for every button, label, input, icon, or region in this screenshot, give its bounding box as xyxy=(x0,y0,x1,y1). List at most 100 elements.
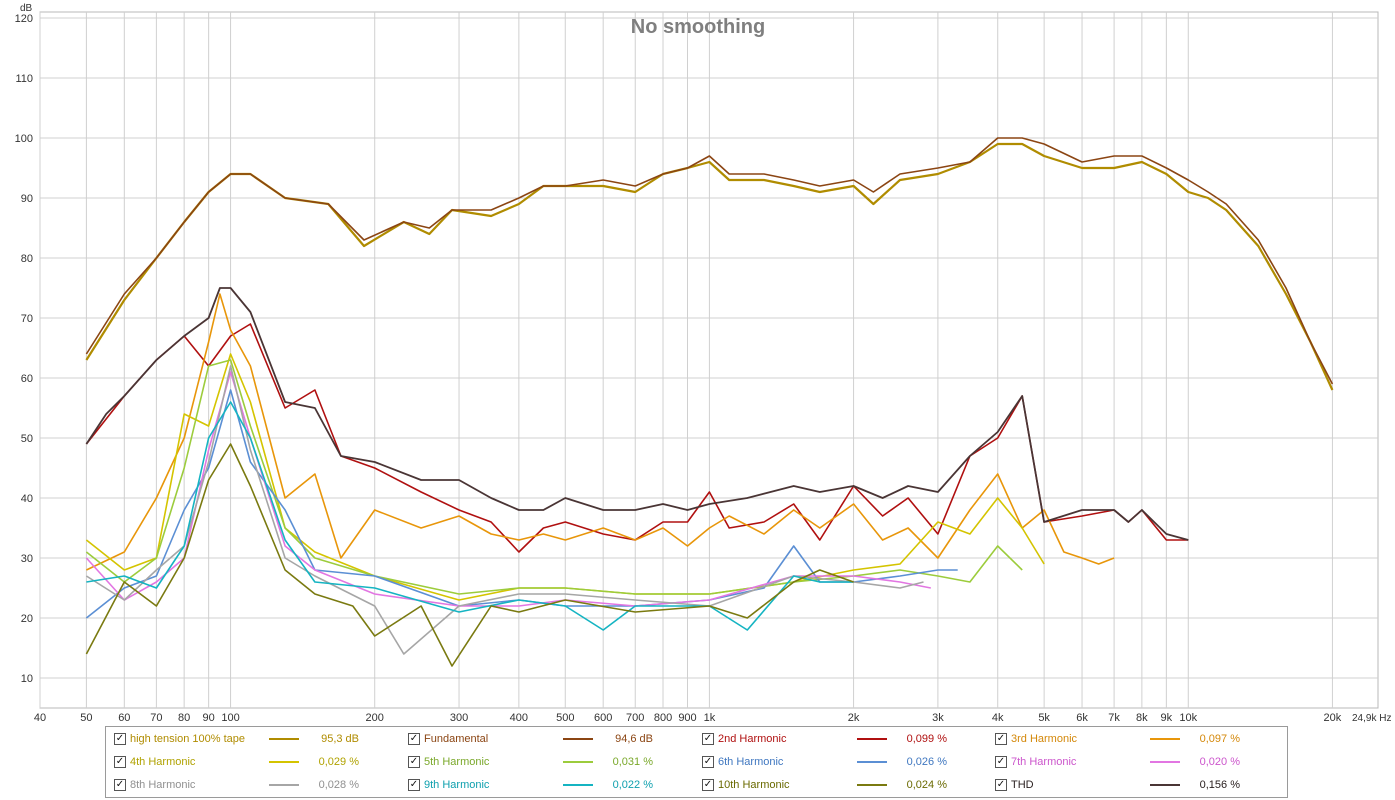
x-tick-label: 80 xyxy=(178,712,190,724)
legend-value: 0,029 % xyxy=(318,756,359,768)
legend-checkbox[interactable]: ✓ xyxy=(114,733,126,745)
x-tick-label: 800 xyxy=(654,712,672,724)
y-tick-label: 40 xyxy=(21,493,33,505)
legend-checkbox[interactable]: ✓ xyxy=(408,779,420,791)
y-tick-label: 110 xyxy=(15,73,33,85)
series-line-8th-harmonic xyxy=(85,365,924,655)
legend-swatch xyxy=(269,761,299,763)
x-tick-label: 7k xyxy=(1108,712,1120,724)
legend-swatch xyxy=(857,784,887,786)
legend-swatch xyxy=(269,738,299,740)
legend-value: 0,020 % xyxy=(1199,756,1240,768)
x-tick-label: 9k xyxy=(1161,712,1173,724)
legend-checkbox[interactable]: ✓ xyxy=(408,733,420,745)
legend-checkbox[interactable]: ✓ xyxy=(114,779,126,791)
legend-label: THD xyxy=(1011,779,1034,791)
x-tick-label: 90 xyxy=(203,712,215,724)
legend-checkbox[interactable]: ✓ xyxy=(114,756,126,768)
x-tick-label: 40 xyxy=(34,712,46,724)
series-line-thd xyxy=(85,287,1189,541)
legend-item-2nd-harmonic: ✓ 2nd Harmonic 0,099 % xyxy=(702,730,987,748)
legend-swatch xyxy=(269,784,299,786)
series-line-fundamental xyxy=(85,137,1334,385)
legend-checkbox[interactable]: ✓ xyxy=(702,733,714,745)
y-tick-label: 80 xyxy=(21,253,33,265)
x-tick-label: 500 xyxy=(556,712,574,724)
legend-swatch xyxy=(1150,738,1180,740)
y-tick-label: 50 xyxy=(21,433,33,445)
legend-value: 0,031 % xyxy=(612,756,653,768)
y-tick-label: 70 xyxy=(21,313,33,325)
legend-swatch xyxy=(1150,761,1180,763)
legend-swatch xyxy=(1150,784,1180,786)
frequency-response-plot[interactable]: 10 20 30 40 50 60 70 80 90 100 110 120 40 50 60 70 80 90… xyxy=(0,0,1395,724)
x-tick-label: 5k xyxy=(1038,712,1050,724)
x-tick-label: 8k xyxy=(1136,712,1148,724)
legend-checkbox[interactable]: ✓ xyxy=(995,756,1007,768)
x-tick-label: 700 xyxy=(626,712,644,724)
y-tick-label: 60 xyxy=(21,373,33,385)
legend-swatch xyxy=(563,761,593,763)
x-tick-label: 100 xyxy=(221,712,239,724)
legend-label: high tension 100% tape xyxy=(130,733,245,745)
y-tick-label: 30 xyxy=(21,553,33,565)
series-line-3rd-harmonic xyxy=(86,293,1115,571)
y-tick-label: 10 xyxy=(21,673,33,685)
series-line-10th-harmonic xyxy=(85,443,854,667)
y-tick-label: 20 xyxy=(21,613,33,625)
legend-swatch xyxy=(857,738,887,740)
chart-title: No smoothing xyxy=(631,16,765,38)
legend-item-8th-harmonic: ✓ 8th Harmonic 0,028 % xyxy=(114,776,399,794)
legend-item-5th-harmonic: ✓ 5th Harmonic 0,031 % xyxy=(408,753,693,771)
legend-swatch xyxy=(857,761,887,763)
legend-label: 7th Harmonic xyxy=(1011,756,1077,768)
legend-item-9th-harmonic: ✓ 9th Harmonic 0,022 % xyxy=(408,776,693,794)
legend-value: 0,028 % xyxy=(318,779,359,791)
x-tick-label: 50 xyxy=(80,712,92,724)
legend-item-10th-harmonic: ✓ 10th Harmonic 0,024 % xyxy=(702,776,987,794)
x-tick-labels: 40 50 60 70 80 90 100 200 300 400 500 600 700 800 900 1… xyxy=(34,712,1342,724)
grid xyxy=(39,11,1379,709)
x-tick-label: 3k xyxy=(932,712,944,724)
legend-checkbox[interactable]: ✓ xyxy=(995,733,1007,745)
legend-checkbox[interactable]: ✓ xyxy=(702,779,714,791)
y-tick-label: 120 xyxy=(15,13,33,25)
legend-value: 0,099 % xyxy=(906,733,947,745)
x-tick-label: 300 xyxy=(450,712,468,724)
series-line-9th-harmonic xyxy=(86,401,854,631)
legend-checkbox[interactable]: ✓ xyxy=(995,779,1007,791)
legend-label: 9th Harmonic xyxy=(424,779,490,791)
legend-value: 0,097 % xyxy=(1199,733,1240,745)
legend-label: 4th Harmonic xyxy=(130,756,196,768)
legend-label: 5th Harmonic xyxy=(424,756,490,768)
legend-checkbox[interactable]: ✓ xyxy=(702,756,714,768)
legend-value: 0,156 % xyxy=(1199,779,1240,791)
legend-swatch xyxy=(563,784,593,786)
legend-item-high-tension-100-tape: ✓ high tension 100% tape 95,3 dB xyxy=(114,730,399,748)
x-tick-label: 1k xyxy=(704,712,716,724)
y-unit-label: dB xyxy=(20,3,33,14)
legend-value: 95,3 dB xyxy=(321,733,359,745)
legend-label: 10th Harmonic xyxy=(718,779,790,791)
x-tick-label: 600 xyxy=(594,712,612,724)
x-unit-label: 24,9k Hz xyxy=(1352,713,1391,724)
legend-swatch xyxy=(563,738,593,740)
y-tick-label: 90 xyxy=(21,193,33,205)
x-tick-label: 900 xyxy=(678,712,696,724)
legend-checkbox[interactable]: ✓ xyxy=(408,756,420,768)
legend-item-fundamental: ✓ Fundamental 94,6 dB xyxy=(408,730,693,748)
legend-item-4th-harmonic: ✓ 4th Harmonic 0,029 % xyxy=(114,753,399,771)
legend-label: Fundamental xyxy=(424,733,489,745)
x-tick-label: 200 xyxy=(366,712,384,724)
x-tick-label: 10k xyxy=(1179,712,1197,724)
plot-background xyxy=(0,0,1395,724)
legend-label: 3rd Harmonic xyxy=(1011,733,1078,745)
legend-value: 94,6 dB xyxy=(615,733,653,745)
legend-value: 0,022 % xyxy=(612,779,653,791)
y-tick-label: 100 xyxy=(15,133,33,145)
x-tick-label: 400 xyxy=(510,712,528,724)
y-tick-labels: 10 20 30 40 50 60 70 80 90 100 110 120 xyxy=(15,13,33,685)
legend-label: 2nd Harmonic xyxy=(718,733,787,745)
legend-panel: ✓ high tension 100% tape 95,3 dB ✓ Fundament… xyxy=(105,726,1288,798)
legend-label: 6th Harmonic xyxy=(718,756,784,768)
